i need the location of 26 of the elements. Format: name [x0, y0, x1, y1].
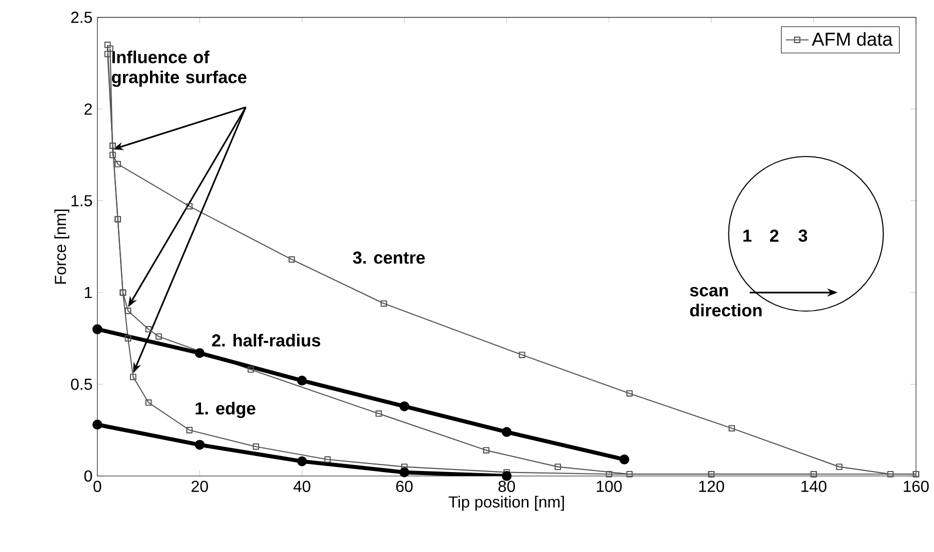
- x-tick-label: 140: [802, 480, 826, 492]
- x-tick-label: 100: [596, 480, 622, 492]
- annotation: 3. centre: [352, 252, 425, 264]
- annotation: 2: [770, 230, 778, 242]
- x-axis-title: Tip position [nm]: [448, 496, 564, 511]
- x-tick-label: 80: [498, 480, 515, 492]
- annotation: scan direction: [690, 286, 762, 316]
- y-axis-title: Force [nm]: [54, 210, 70, 284]
- x-tick-label: 0: [94, 480, 102, 492]
- y-tick-label: 0.5: [71, 378, 92, 390]
- annotation: Influence of graphite surface: [112, 50, 246, 87]
- annotation: 1: [743, 230, 752, 242]
- x-tick-label: 160: [904, 480, 929, 492]
- x-tick-label: 20: [192, 480, 208, 492]
- x-tick-label: 40: [293, 480, 310, 492]
- annotation: 3: [798, 229, 808, 242]
- x-tick-label: 120: [699, 480, 724, 492]
- y-tick-label: 1: [84, 287, 92, 298]
- legend-label: AFM data: [812, 32, 893, 46]
- x-tick-label: 60: [396, 480, 413, 492]
- annotation: 1. edge: [196, 402, 256, 418]
- y-tick-label: 1.5: [72, 195, 92, 206]
- y-tick-label: 2: [84, 103, 92, 115]
- y-tick-label: 0: [84, 470, 92, 482]
- y-tick-label: 2.5: [71, 12, 92, 23]
- annotation: 2. half-radius: [212, 334, 320, 347]
